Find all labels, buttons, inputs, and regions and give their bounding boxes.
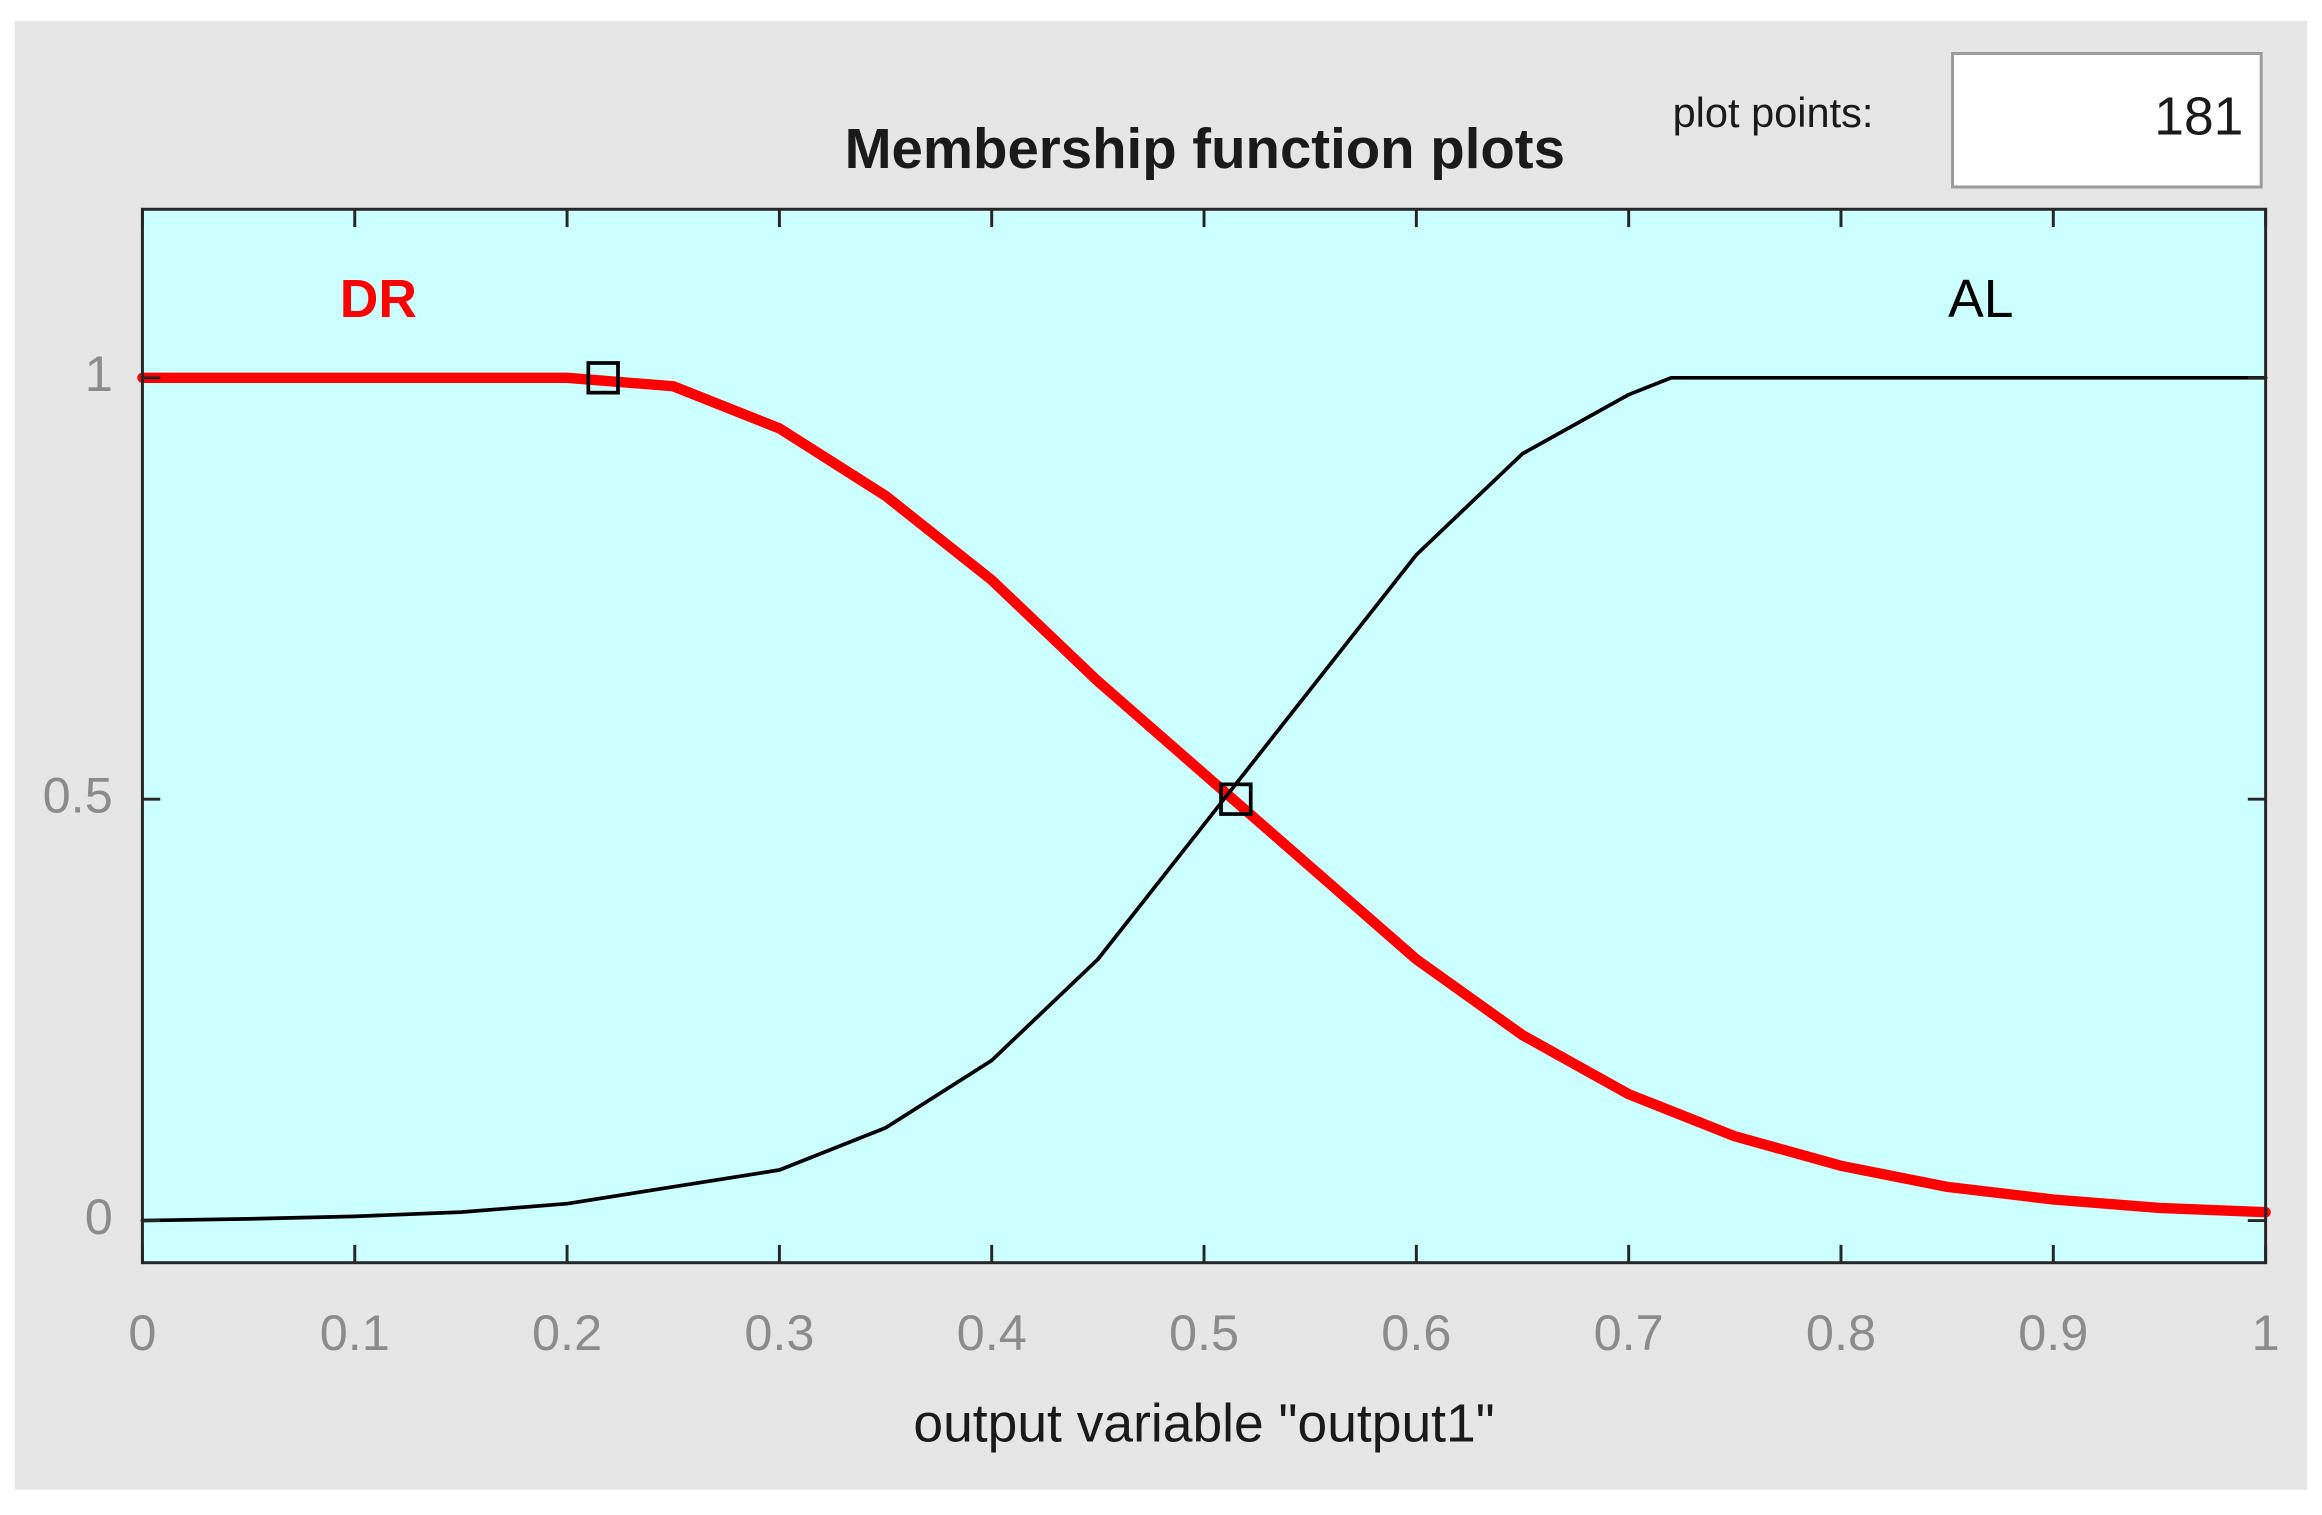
membership-curve (137, 372, 2271, 1218)
membership-curve (140, 375, 2268, 1223)
curve-handle (1219, 782, 1253, 816)
x-tick-label: 0.2 (532, 1304, 602, 1361)
x-tick-label: 0.4 (957, 1304, 1027, 1361)
plot-points-value[interactable]: 181 (2154, 87, 2243, 146)
x-tick-label: 0.1 (320, 1304, 390, 1361)
plot-points-label: plot points: (1673, 89, 1874, 136)
y-tick-label: 0 (85, 1188, 113, 1245)
x-tick-label: 0.5 (1169, 1304, 1239, 1361)
curve-handle (586, 361, 620, 395)
x-tick-label: 0.9 (2018, 1304, 2088, 1361)
plot-title: Membership function plots (845, 117, 1565, 180)
x-tick-label: 0.3 (744, 1304, 814, 1361)
x-tick-label: 0 (128, 1304, 156, 1361)
x-tick-label: 0.7 (1594, 1304, 1664, 1361)
curve-label: DR (340, 270, 417, 329)
x-axis-label: output variable "output1" (913, 1395, 1494, 1454)
y-tick-label: 0.5 (43, 767, 113, 824)
x-tick-label: 1 (2252, 1304, 2280, 1361)
x-tick-label: 0.6 (1381, 1304, 1451, 1361)
x-tick-label: 0.8 (1806, 1304, 1876, 1361)
y-tick-label: 1 (85, 345, 113, 402)
curve-label: AL (1948, 270, 2013, 329)
plot-area (142, 209, 2266, 1263)
plot-points-input[interactable] (1951, 51, 2263, 189)
